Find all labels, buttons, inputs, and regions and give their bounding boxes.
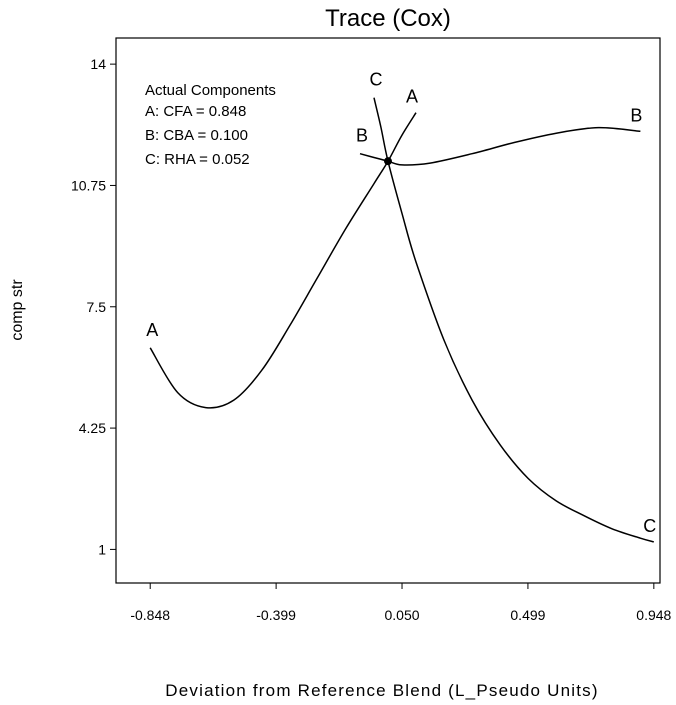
legend-item-c: C: RHA = 0.052 <box>145 151 250 168</box>
reference-point <box>384 157 392 166</box>
series-a-label: A <box>146 320 158 340</box>
y-tick-label: 4.25 <box>79 420 106 436</box>
y-tick-label: 14 <box>90 56 106 72</box>
x-tick-label: 0.050 <box>384 607 419 623</box>
x-tick-label: -0.399 <box>256 607 296 623</box>
legend: Actual Components A: CFA = 0.848 B: CBA … <box>145 82 276 168</box>
series-a-label: A <box>406 87 418 107</box>
y-axis: 14 10.75 7.5 4.25 1 <box>71 56 116 557</box>
y-tick-label: 7.5 <box>87 299 107 315</box>
plot-frame <box>115 37 661 584</box>
series-b-label: B <box>630 105 642 125</box>
series-b-label: B <box>356 126 368 146</box>
legend-item-a: A: CFA = 0.848 <box>145 103 246 120</box>
x-axis-label: Deviation from Reference Blend (L_Pseudo… <box>165 681 598 700</box>
x-tick-label: -0.848 <box>130 607 170 623</box>
series-layer: A A B B C C <box>146 70 656 543</box>
series-c-label: C <box>370 70 383 90</box>
y-tick-label: 1 <box>98 541 106 557</box>
series-c-label: C <box>643 516 656 536</box>
x-tick-label: 0.499 <box>510 607 545 623</box>
x-axis: -0.848 -0.399 0.050 0.499 0.948 <box>130 583 672 623</box>
y-tick-label: 10.75 <box>71 177 106 193</box>
series-b-line <box>359 126 641 166</box>
x-tick-label: 0.948 <box>636 607 671 623</box>
y-axis-label: comp str <box>9 279 26 341</box>
legend-item-b: B: CBA = 0.100 <box>145 127 248 144</box>
series-c-line <box>373 97 654 543</box>
legend-title: Actual Components <box>145 82 276 99</box>
chart-title: Trace (Cox) <box>325 5 451 32</box>
